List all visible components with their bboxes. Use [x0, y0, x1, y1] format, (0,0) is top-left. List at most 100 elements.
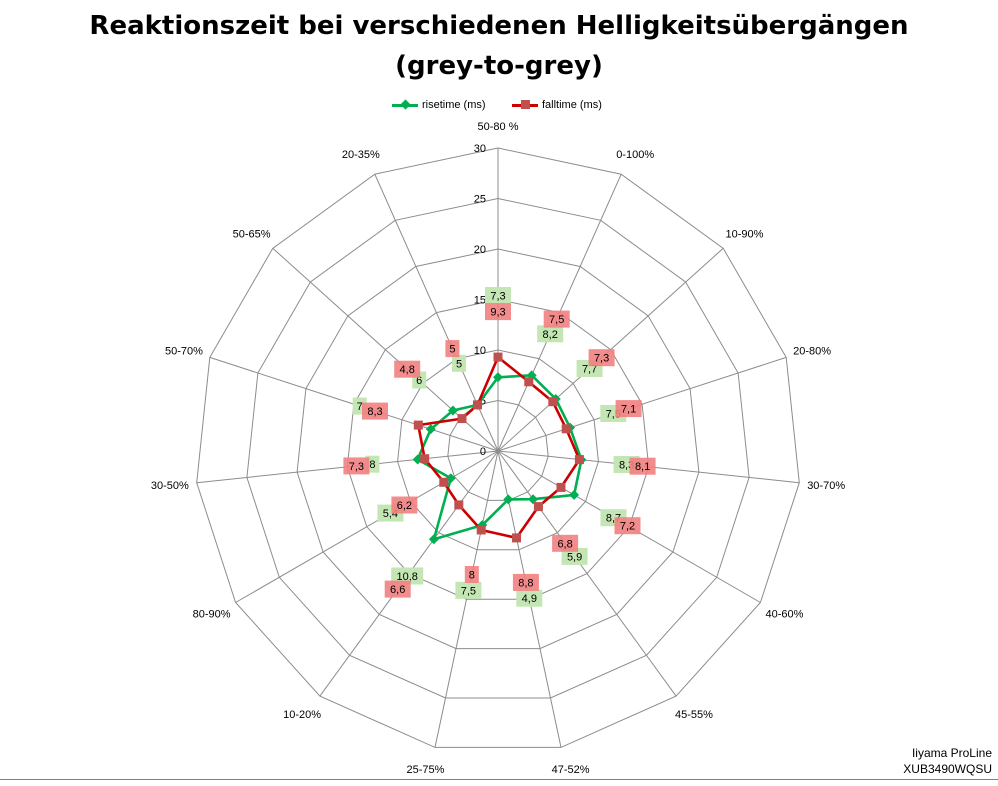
data-label-box	[588, 349, 615, 367]
tick-label: 20	[474, 244, 486, 256]
falltime-point	[413, 420, 423, 430]
tick-label: 5	[480, 396, 486, 408]
data-label: 8,3	[367, 406, 382, 418]
data-label: 7,7	[582, 364, 597, 376]
data-label-box	[485, 287, 511, 304]
category-label: 50-65%	[233, 229, 271, 241]
data-label: 5	[449, 344, 455, 356]
legend-item-risetime: risetime (ms)	[392, 96, 512, 114]
data-label: 8,8	[518, 577, 533, 589]
data-label: 7,5	[461, 585, 476, 597]
category-label: 50-80 %	[478, 121, 519, 133]
category-label: 30-50%	[151, 480, 189, 492]
data-labels: 7,38,27,77,58,38,75,94,97,510,85,487659,…	[343, 287, 656, 607]
data-label: 7,1	[621, 404, 636, 416]
falltime-point	[524, 377, 534, 387]
falltime-point	[548, 397, 558, 407]
chart-title-line1: Reaktionszeit bei verschiedenen Helligke…	[89, 11, 909, 41]
category-labels: 50-80 % 0-100% 10-90% 20-80% 30-70% 40-60% 45-…	[151, 121, 845, 776]
risetime-point	[425, 424, 436, 435]
grid-spoke	[374, 173, 499, 452]
category-label: 30-70%	[807, 480, 845, 492]
category-label: 80-90%	[193, 609, 231, 621]
falltime-point	[439, 477, 449, 487]
tick-label: 30	[474, 143, 486, 155]
category-label: 50-70%	[165, 346, 203, 358]
data-label-box	[452, 354, 466, 372]
tick-label: 25	[474, 194, 486, 206]
data-label-box	[615, 400, 642, 418]
grid-ring-30	[196, 147, 800, 748]
data-label: 5	[456, 358, 462, 370]
category-label: 45-55%	[675, 709, 713, 721]
risetime-point	[569, 489, 580, 500]
legend-label-risetime: risetime (ms)	[422, 99, 486, 111]
falltime-point	[512, 533, 521, 543]
data-label: 7,3	[490, 291, 505, 303]
data-label-box	[362, 402, 388, 420]
risetime-point	[412, 454, 423, 465]
grid-spoke	[497, 450, 677, 697]
risetime-point	[528, 494, 539, 505]
falltime-point	[574, 455, 584, 465]
data-label: 8,1	[635, 461, 650, 473]
radar-grid	[196, 147, 800, 748]
category-label: 10-90%	[726, 229, 764, 241]
tick-labels: 0 5 10 15 20 25 30	[474, 143, 486, 458]
data-label-box	[384, 580, 411, 598]
risetime-point	[493, 372, 503, 383]
grid-ring-10	[397, 349, 599, 551]
data-label-box	[464, 566, 479, 583]
tick-label: 15	[474, 295, 486, 307]
chart-title-line2: (grey-to-grey)	[395, 51, 603, 81]
data-label: 4,8	[400, 364, 415, 376]
data-label: 7,5	[549, 314, 564, 326]
grid-ring-15	[346, 298, 650, 600]
falltime-point	[533, 502, 543, 512]
data-label: 7,3	[349, 461, 364, 473]
data-label-box	[343, 457, 370, 475]
category-label: 20-80%	[793, 346, 831, 358]
falltime-point	[473, 400, 482, 410]
caption-line1: Iiyama ProLine	[911, 746, 992, 760]
monitor-model-caption: Iiyama ProLine XUB3490WQSU	[852, 745, 992, 777]
category-label: 40-60%	[766, 609, 804, 621]
tick-label: 10	[474, 345, 486, 357]
falltime-point	[457, 414, 467, 424]
data-label-box	[552, 534, 579, 552]
data-label-box	[537, 325, 564, 343]
tick-label: 0	[480, 446, 486, 458]
chart-legend: risetime (ms) falltime (ms)	[0, 96, 998, 114]
data-label-box	[391, 496, 418, 514]
data-label: 8	[469, 570, 475, 582]
category-label: 25-75%	[406, 764, 444, 776]
data-label: 7	[357, 401, 363, 413]
legend-label-falltime: falltime (ms)	[542, 99, 602, 111]
caption-line2: XUB3490WQSU	[903, 762, 992, 776]
legend-item-falltime: falltime (ms)	[512, 96, 632, 114]
data-label-box	[614, 517, 641, 535]
legend-square-marker	[521, 100, 530, 109]
data-label: 8,2	[543, 329, 558, 341]
series-line-risetime	[416, 373, 583, 541]
grid-ring-25	[246, 197, 750, 699]
falltime-point	[454, 500, 464, 510]
series-line-falltime	[416, 355, 581, 540]
data-label-box	[543, 310, 570, 328]
series-lines	[412, 352, 587, 545]
data-label: 6,6	[390, 584, 405, 596]
bottom-divider	[0, 779, 998, 780]
data-label-box	[512, 573, 539, 591]
grid-ring-20	[296, 248, 700, 650]
category-label: 0-100%	[616, 149, 654, 161]
data-label-box	[561, 547, 588, 565]
grid-spoke	[235, 450, 499, 603]
data-label: 6	[416, 375, 422, 387]
data-label: 7,2	[620, 521, 635, 533]
risetime-point	[428, 534, 439, 545]
chart-title: Reaktionszeit bei verschiedenen Helligke…	[0, 6, 998, 86]
data-label-box	[455, 581, 482, 599]
data-label-box	[629, 457, 656, 475]
data-label: 8	[369, 459, 375, 471]
